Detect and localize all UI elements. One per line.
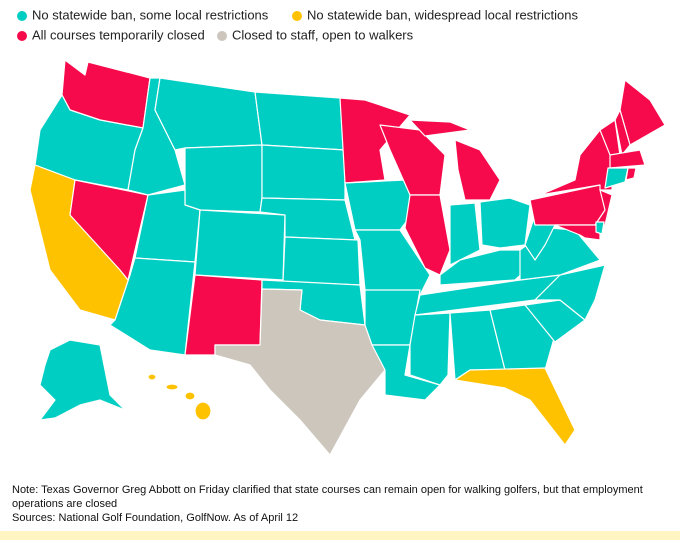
legend-dot xyxy=(292,11,302,21)
legend-label: Closed to staff, open to walkers xyxy=(232,27,414,42)
state xyxy=(165,383,179,391)
state xyxy=(409,312,451,386)
sources: Sources: National Golf Foundation, GolfN… xyxy=(12,512,299,524)
state xyxy=(147,373,157,381)
state xyxy=(595,221,605,235)
legend-dot xyxy=(17,31,27,41)
legend-label: No statewide ban, some local restriction… xyxy=(32,7,269,22)
state xyxy=(184,274,263,356)
state xyxy=(254,91,346,151)
state xyxy=(282,236,361,286)
legend-dot xyxy=(217,31,227,41)
state xyxy=(261,144,346,201)
state xyxy=(625,167,637,181)
state xyxy=(619,79,666,146)
legend-label: All courses temporarily closed xyxy=(32,27,205,42)
note: Note: Texas Governor Greg Abbott on Frid… xyxy=(12,484,643,510)
state xyxy=(109,257,196,356)
state xyxy=(409,119,471,137)
legend-label: No statewide ban, widespread local restr… xyxy=(307,7,578,22)
state xyxy=(604,167,629,189)
state xyxy=(344,179,416,231)
state xyxy=(184,144,263,213)
state xyxy=(454,367,576,446)
state xyxy=(39,339,126,421)
legend: No statewide ban, some local restriction… xyxy=(17,7,578,42)
state xyxy=(454,139,501,201)
state xyxy=(184,391,196,401)
state xyxy=(154,77,263,151)
states xyxy=(29,59,666,456)
state xyxy=(194,209,286,281)
state xyxy=(449,202,481,266)
state xyxy=(194,401,212,421)
state xyxy=(539,129,613,196)
bottom-strip xyxy=(0,531,680,540)
legend-dot xyxy=(17,11,27,21)
state xyxy=(214,288,386,456)
state xyxy=(609,149,646,169)
state xyxy=(524,214,556,261)
footer: Note: Texas Governor Greg Abbott on Frid… xyxy=(12,483,662,525)
state xyxy=(554,224,601,241)
state xyxy=(371,344,441,401)
state xyxy=(479,197,531,249)
state xyxy=(529,184,611,226)
